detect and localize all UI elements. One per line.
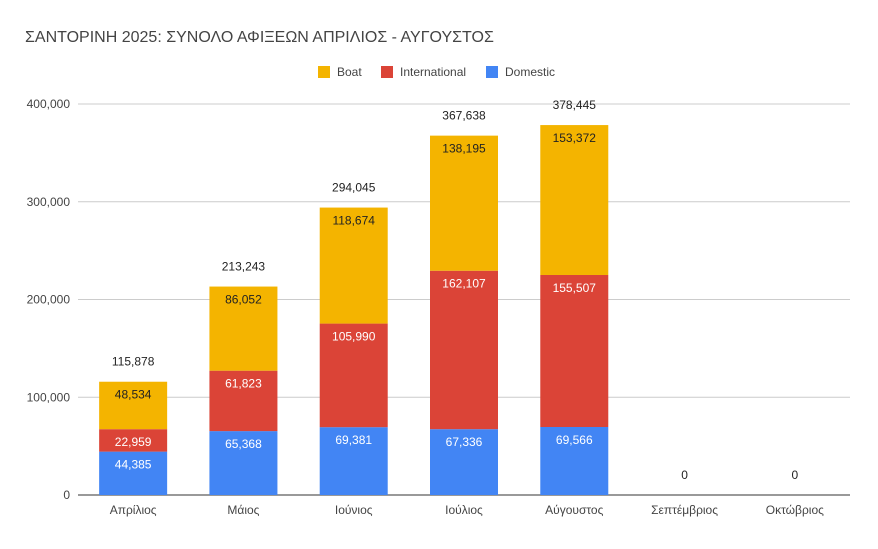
total-label: 213,243: [222, 260, 266, 274]
data-label-boat: 86,052: [225, 293, 262, 307]
x-tick-label: Απρίλιος: [110, 503, 157, 517]
data-label-domestic: 44,385: [115, 458, 152, 472]
bar-segment-domestic: [99, 451, 168, 495]
data-label-international: 155,507: [553, 281, 597, 295]
x-axis: Απρίλιος Μάιος Ιούνιος Ιούλιος Αύγουστος Σεπτ…: [110, 503, 824, 517]
legend-label: Boat: [337, 65, 362, 79]
bar-segment-boat: [430, 135, 498, 271]
chart-title: ΣΑΝΤΟΡΙΝΗ 2025: ΣΥΝΟΛΟ ΑΦΙΞΕΩΝ ΑΠΡΙΛΙΟΣ …: [25, 29, 494, 46]
total-label: 0: [792, 468, 799, 482]
data-label-international: 105,990: [332, 330, 376, 344]
data-label-boat: 48,534: [115, 388, 152, 402]
data-label-domestic: 65,368: [225, 437, 262, 451]
bar-segment-international: [540, 274, 609, 427]
bars: 44,385 22,959 48,534 115,878 65,368 61,823 86,…: [99, 98, 799, 495]
data-label-boat: 118,674: [332, 214, 375, 228]
x-tick-label: Οκτώβριος: [766, 503, 824, 517]
legend-label: International: [400, 65, 466, 79]
bar-segment-domestic: [540, 426, 609, 495]
x-tick-label: Αύγουστος: [545, 503, 603, 517]
data-label-boat: 153,372: [553, 131, 597, 145]
data-label-international: 61,823: [225, 377, 262, 391]
y-tick-label: 100,000: [27, 390, 71, 404]
y-tick-label: 300,000: [27, 195, 71, 209]
bar-segment-boat: [319, 207, 388, 324]
legend-swatch: [318, 66, 330, 78]
bar-segment-international: [430, 270, 498, 430]
bar-segment-boat: [540, 125, 609, 275]
y-tick-label: 400,000: [27, 97, 71, 111]
x-tick-label: Σεπτέμβριος: [651, 503, 718, 517]
y-axis: 0 100,000 200,000 300,000 400,000: [27, 97, 71, 502]
x-tick-label: Μάιος: [227, 503, 259, 517]
x-tick-label: Ιούλιος: [445, 503, 483, 517]
legend-item-domestic: Domestic: [486, 65, 555, 79]
data-label-international: 22,959: [115, 435, 152, 449]
data-label-boat: 138,195: [442, 142, 486, 156]
legend-label: Domestic: [505, 65, 555, 79]
legend: Boat International Domestic: [318, 65, 555, 79]
bar-segment-boat: [99, 381, 168, 430]
bar-segment-domestic: [209, 431, 278, 495]
bar-segment-domestic: [430, 429, 498, 495]
data-label-domestic: 67,336: [446, 435, 483, 449]
bar-segment-boat: [209, 286, 278, 371]
x-tick-label: Ιούνιος: [335, 503, 373, 517]
legend-swatch: [486, 66, 498, 78]
y-tick-label: 200,000: [27, 293, 71, 307]
legend-item-boat: Boat: [318, 65, 362, 79]
y-tick-label: 0: [63, 488, 70, 502]
data-label-domestic: 69,381: [335, 433, 372, 447]
total-label: 378,445: [553, 98, 597, 112]
total-label: 115,878: [112, 355, 155, 369]
bar-segment-international: [209, 370, 278, 432]
total-label: 367,638: [442, 109, 486, 123]
total-label: 0: [681, 468, 688, 482]
data-label-domestic: 69,566: [556, 433, 593, 447]
total-label: 294,045: [332, 181, 376, 195]
bar-segment-international: [99, 429, 168, 452]
bar-segment-international: [319, 323, 388, 428]
data-label-international: 162,107: [442, 277, 486, 291]
legend-swatch: [381, 66, 393, 78]
bar-segment-domestic: [319, 427, 388, 495]
legend-item-international: International: [381, 65, 466, 79]
